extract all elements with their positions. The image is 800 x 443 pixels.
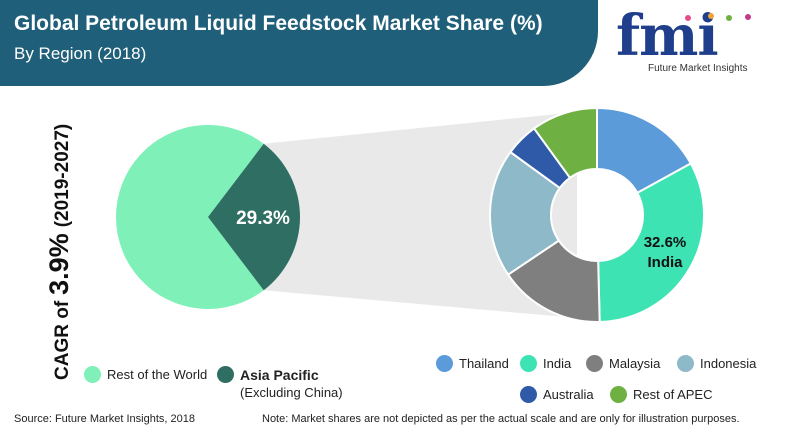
- chart-title: Global Petroleum Liquid Feedstock Market…: [14, 12, 543, 35]
- legend-rest-of-apec: Rest of APEC: [610, 386, 712, 403]
- data-labels: 29.3% 32.6% India: [236, 208, 686, 271]
- legend-india: India: [520, 355, 571, 372]
- legend-asia-pacific-sublabel: (Excluding China): [240, 385, 343, 400]
- legend-malaysia: Malaysia: [586, 355, 660, 372]
- apec-donut: [489, 106, 705, 323]
- source-note: Source: Future Market Insights, 2018: [14, 413, 195, 425]
- legend-label-indonesia: Indonesia: [700, 356, 757, 371]
- legend-australia: Australia: [520, 386, 594, 403]
- legend-rest-of-world: Rest of the World: [84, 366, 207, 383]
- legend-swatch-rest-of-world: [84, 366, 101, 383]
- legend-swatch-thailand: [436, 355, 453, 372]
- legend-label-india: India: [543, 356, 572, 371]
- legend-label-thailand: Thailand: [459, 356, 509, 371]
- donut-slice-indonesia: [489, 150, 562, 276]
- legend-label-asia-pacific: Asia Pacific: [240, 366, 319, 383]
- pie-slice-asia-pacific: [208, 143, 300, 291]
- legend-asia-pacific: Asia Pacific: [217, 366, 319, 383]
- legend-swatch-australia: [520, 386, 537, 403]
- logo-wordmark: fmi: [616, 3, 719, 69]
- region-pie: [116, 125, 300, 309]
- data-label-asia-pacific: 29.3%: [236, 208, 290, 229]
- header-band: Global Petroleum Liquid Feedstock Market…: [0, 0, 598, 86]
- legend-thailand: Thailand: [436, 355, 509, 372]
- donut-slice-rest-of-apec: [532, 106, 598, 180]
- data-label-india-name: India: [647, 254, 683, 271]
- pie-slice-rest-of-world: [116, 125, 264, 309]
- legend-swatch-india: [520, 355, 537, 372]
- legend-label-rest-of-world: Rest of the World: [107, 367, 208, 382]
- scale-note: Note: Market shares are not depicted as …: [262, 413, 740, 425]
- chart-subtitle: By Region (2018): [14, 44, 147, 63]
- legend-label-australia: Australia: [543, 387, 594, 402]
- legend-indonesia: Indonesia: [677, 355, 756, 372]
- donut-slice-thailand: [596, 106, 693, 195]
- legend-label-malaysia: Malaysia: [609, 356, 661, 371]
- legend-swatch-indonesia: [677, 355, 694, 372]
- legend-sublabel-asia-pacific: (Excluding China): [240, 385, 343, 400]
- donut-slice-india: [597, 162, 705, 323]
- logo-dots-icon: [685, 13, 751, 21]
- zoom-connector: [263, 112, 577, 318]
- legend-swatch-rest-of-apec: [610, 386, 627, 403]
- data-label-india-value: 32.6%: [644, 234, 687, 251]
- logo-tagline: Future Market Insights: [648, 63, 748, 74]
- chart-area: 29.3% 32.6% India: [116, 106, 705, 323]
- legend-swatch-malaysia: [586, 355, 603, 372]
- legend-swatch-asia-pacific: [217, 366, 234, 383]
- legend-label-rest-of-apec: Rest of APEC: [633, 387, 713, 402]
